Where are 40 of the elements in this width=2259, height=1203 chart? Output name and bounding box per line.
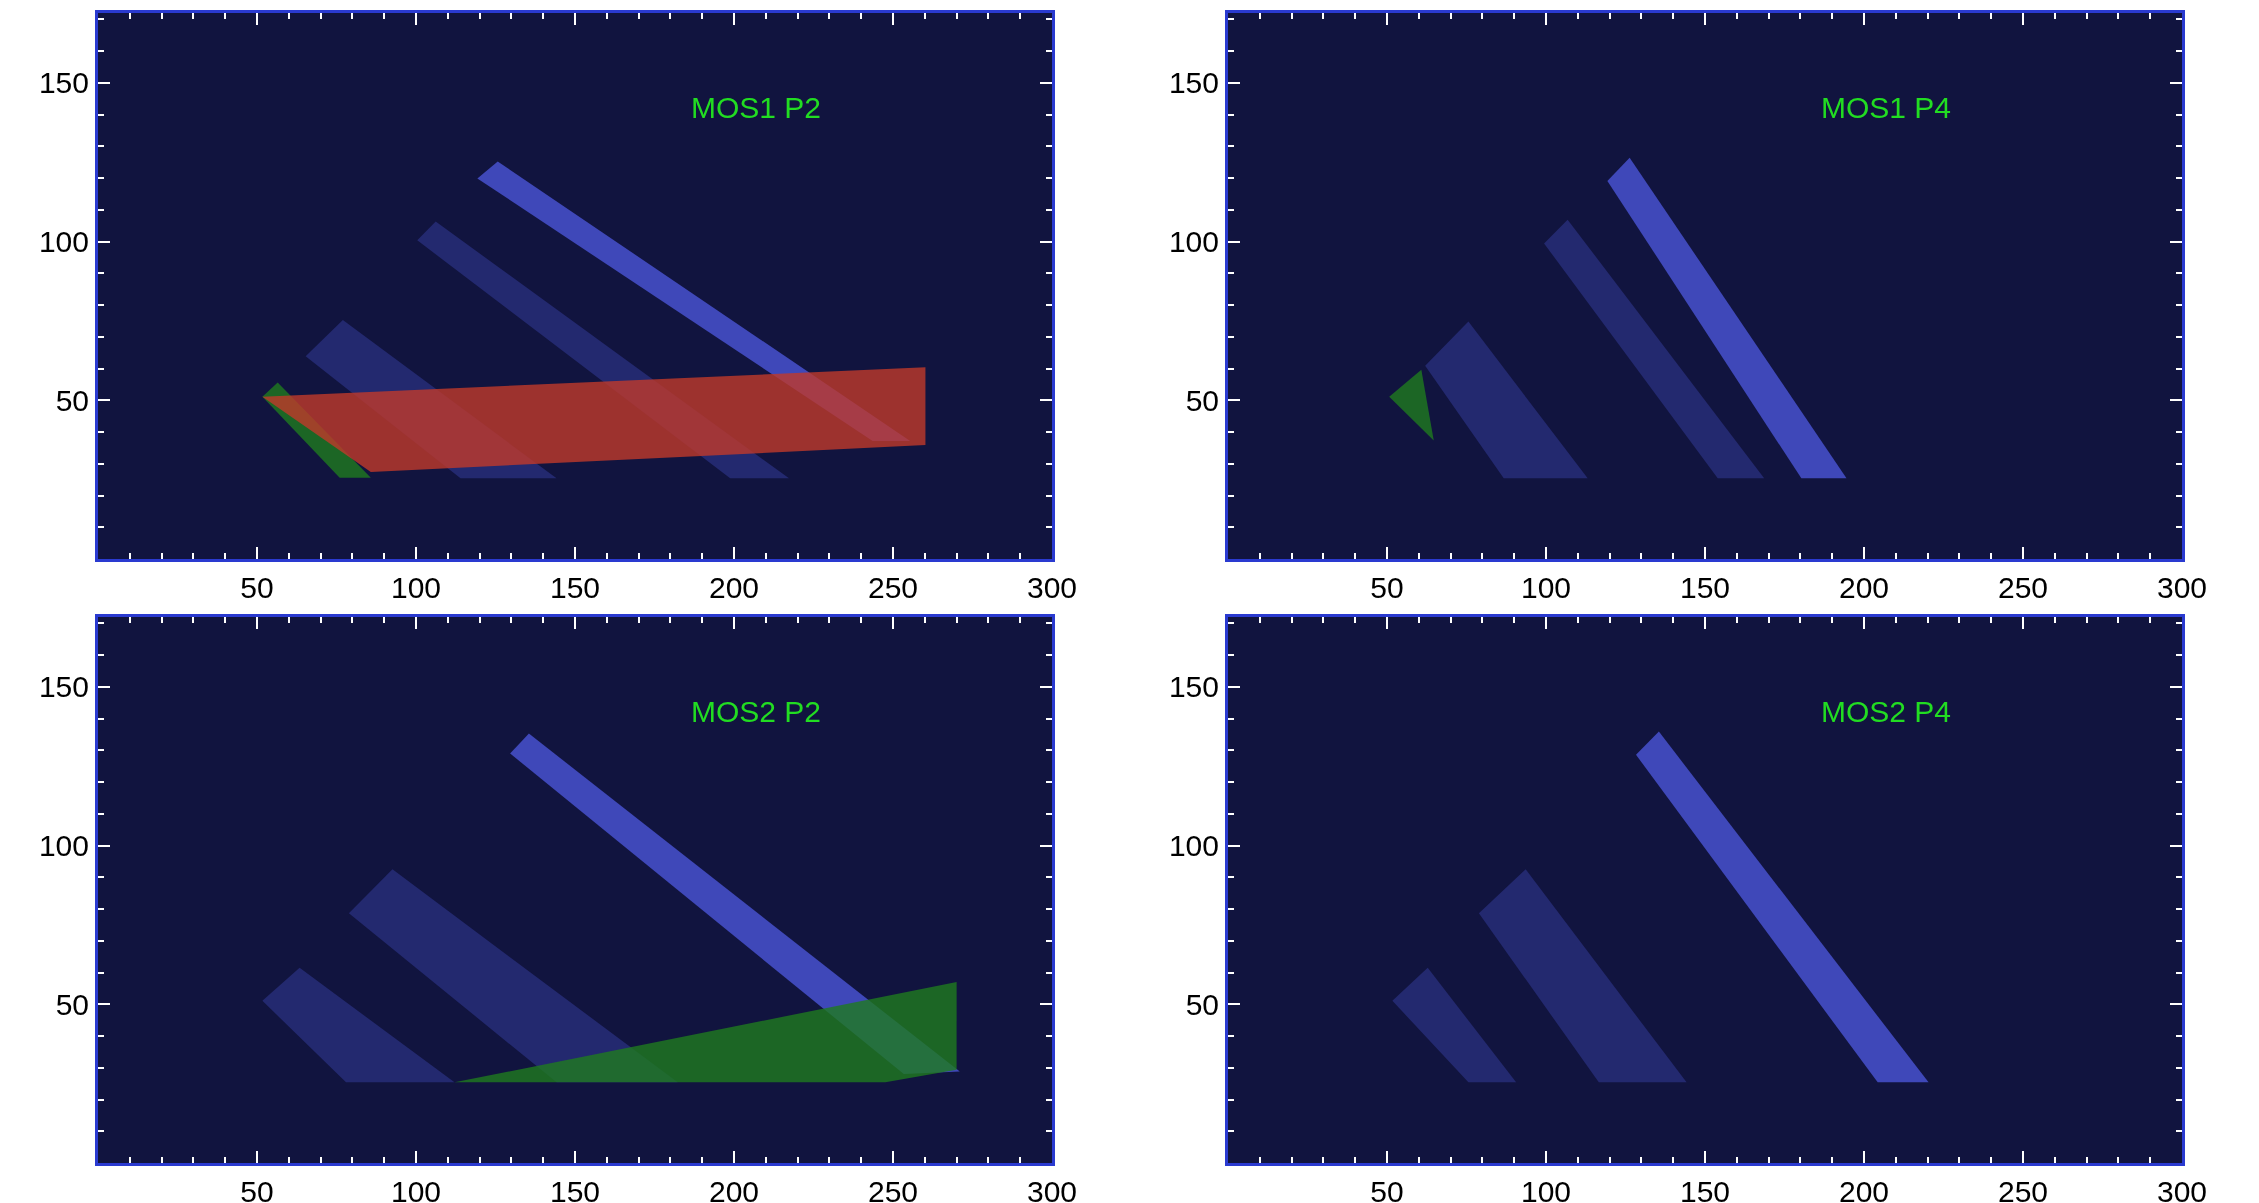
x-tick-label: 250 [867, 1175, 919, 1203]
x-tick-label: 300 [1026, 571, 1078, 604]
y-tick-label: 50 [1185, 383, 1219, 417]
y-tick-label: 100 [38, 225, 89, 259]
x-tick-label: 50 [240, 1175, 274, 1203]
annotation: MOS1 P4 [1821, 91, 1952, 124]
x-tick-label: 250 [1997, 571, 2049, 604]
x-tick-label: 150 [1679, 1175, 1731, 1203]
x-tick-label: 250 [867, 571, 919, 604]
x-tick-label: 150 [1679, 571, 1731, 604]
x-tick-label: 100 [390, 571, 442, 604]
x-tick-label: 250 [1997, 1175, 2049, 1203]
y-tick-label: 100 [1168, 225, 1219, 259]
x-tick-label: 300 [2156, 1175, 2208, 1203]
y-tick-label: 50 [1185, 987, 1219, 1021]
y-tick-label: 150 [1168, 670, 1219, 704]
y-tick-label: 150 [1168, 66, 1219, 100]
annotation: MOS1 P2 [691, 91, 822, 124]
y-tick-label: 150 [38, 670, 89, 704]
y-tick-label: 50 [55, 987, 89, 1021]
x-tick-label: 200 [708, 1175, 760, 1203]
x-tick-label: 50 [240, 571, 274, 604]
y-tick-label: 100 [38, 829, 89, 863]
x-tick-label: 200 [1838, 1175, 1890, 1203]
annotation: MOS2 P2 [691, 695, 822, 728]
x-tick-label: 150 [549, 571, 601, 604]
x-tick-label: 200 [1838, 571, 1890, 604]
x-tick-label: 200 [708, 571, 760, 604]
x-tick-label: 100 [1520, 1175, 1572, 1203]
x-tick-label: 300 [1026, 1175, 1078, 1203]
x-tick-label: 150 [549, 1175, 601, 1203]
annotation: MOS2 P4 [1821, 695, 1952, 728]
x-tick-label: 300 [2156, 571, 2208, 604]
y-tick-label: 150 [38, 66, 89, 100]
x-tick-label: 100 [1520, 571, 1572, 604]
x-tick-label: 100 [390, 1175, 442, 1203]
x-tick-label: 50 [1370, 1175, 1404, 1203]
y-tick-label: 50 [55, 383, 89, 417]
y-tick-label: 100 [1168, 829, 1219, 863]
x-tick-label: 50 [1370, 571, 1404, 604]
